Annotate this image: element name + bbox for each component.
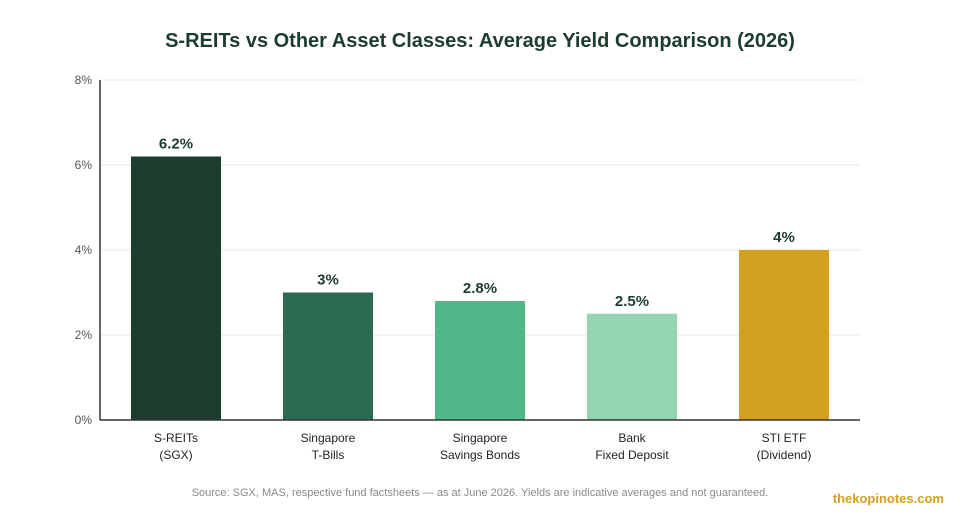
bar-value-label: 2.5%	[615, 293, 649, 310]
chart-title: S-REITs vs Other Asset Classes: Average …	[165, 30, 795, 52]
y-axis-ticks: 0% 2% 4% 6% 8%	[75, 73, 93, 427]
y-tick-label: 8%	[75, 73, 93, 87]
x-tick-label: STI ETF	[762, 431, 807, 445]
bars	[131, 156, 829, 420]
x-tick-label: Bank	[618, 431, 646, 445]
bar	[283, 292, 373, 420]
x-axis-ticks: S-REITs (SGX) Singapore T-Bills Singapore Sav…	[154, 431, 811, 462]
brand-watermark: thekopinotes.com	[832, 491, 944, 506]
y-tick-label: 4%	[75, 243, 93, 257]
bar-chart: 0% 2% 4% 6% 8% 6.2% 3% 2.8% 2.5% 4% S-REITs (SGX)…	[75, 73, 860, 462]
x-tick-label: Singapore	[301, 431, 356, 445]
x-tick-label: Singapore	[453, 431, 508, 445]
y-tick-label: 6%	[75, 158, 93, 172]
y-tick-label: 2%	[75, 328, 93, 342]
bar-value-label: 2.8%	[463, 280, 497, 297]
bar-value-label: 6.2%	[159, 136, 193, 153]
bar	[587, 313, 677, 420]
source-note: Source: SGX, MAS, respective fund factsh…	[191, 487, 769, 499]
y-tick-label: 0%	[75, 413, 93, 427]
bar	[435, 301, 525, 420]
bar-value-label: 4%	[773, 229, 795, 246]
x-tick-label: (Dividend)	[757, 448, 812, 462]
bar-value-label: 3%	[317, 272, 339, 289]
x-tick-label: (SGX)	[159, 448, 192, 462]
x-tick-label: Savings Bonds	[440, 448, 520, 462]
x-tick-label: S-REITs	[154, 431, 198, 445]
bar	[131, 156, 221, 420]
x-tick-label: Fixed Deposit	[595, 448, 669, 462]
x-tick-label: T-Bills	[312, 448, 345, 462]
bar	[739, 250, 829, 420]
value-labels: 6.2% 3% 2.8% 2.5% 4%	[159, 136, 795, 310]
